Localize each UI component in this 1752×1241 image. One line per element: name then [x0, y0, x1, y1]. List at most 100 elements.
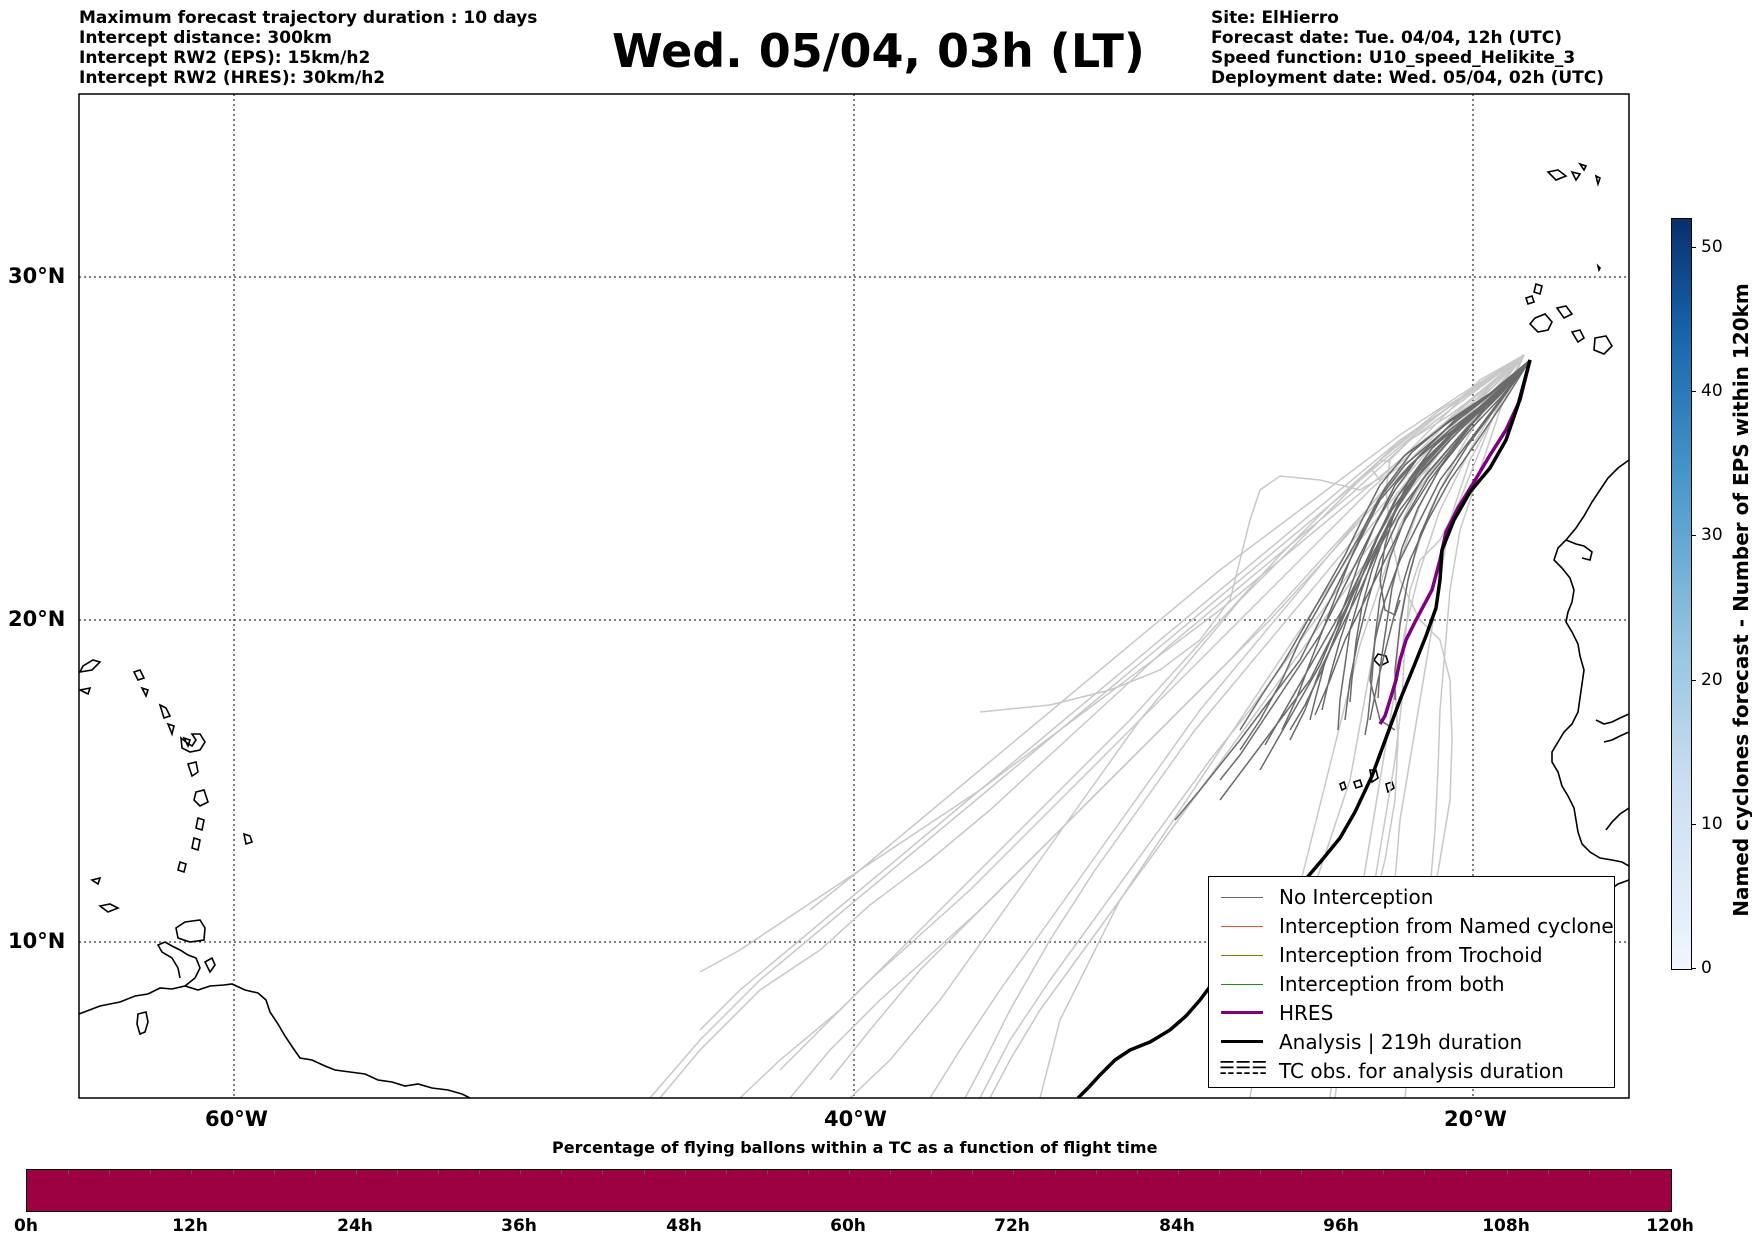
colorbar-minor-tick — [561, 1170, 563, 1175]
legend-swatch — [1221, 984, 1263, 985]
colorbar-minor-tick — [1013, 1170, 1015, 1175]
intercept-hres-text: Intercept RW2 (HRES): 30km/h2 — [79, 68, 386, 88]
lon-label-40w: 40°W — [824, 1107, 887, 1131]
flight-time-label: 48h — [666, 1216, 702, 1236]
header-right: Site: ElHierro Forecast date: Tue. 04/04… — [1211, 8, 1604, 88]
colorbar-minor-tick — [1301, 1170, 1303, 1175]
site-text: Site: ElHierro — [1211, 8, 1339, 28]
colorbar-minor-tick — [807, 1170, 809, 1175]
colorbar-minor-tick — [479, 1170, 481, 1175]
colorbar-tick — [1691, 391, 1696, 392]
lon-label-20w: 20°W — [1444, 1107, 1507, 1131]
colorbar-minor-tick — [1629, 1170, 1631, 1175]
coastlines — [79, 162, 1629, 1098]
legend-swatch — [1221, 1040, 1263, 1043]
colorbar-minor-tick — [1424, 1170, 1426, 1175]
colorbar-tick — [1691, 535, 1696, 536]
colorbar-minor-tick — [68, 1170, 70, 1175]
colorbar-tick-label: 10 — [1701, 814, 1723, 834]
legend-label: TC obs. for analysis duration — [1279, 1059, 1564, 1083]
legend-label: Interception from Named cyclone — [1279, 914, 1614, 938]
colorbar-minor-tick — [766, 1170, 768, 1175]
colorbar-minor-tick — [1547, 1170, 1549, 1175]
colorbar-minor-tick — [1506, 1170, 1508, 1175]
colorbar-tick-label: 50 — [1701, 237, 1723, 257]
colorbar-minor-tick — [684, 1170, 686, 1175]
colorbar-tick — [1691, 824, 1696, 825]
colorbar-tick-label: 30 — [1701, 525, 1723, 545]
colorbar-tick-label: 0 — [1701, 958, 1712, 978]
colorbar-minor-tick — [1054, 1170, 1056, 1175]
forecast-date-text: Forecast date: Tue. 04/04, 12h (UTC) — [1211, 28, 1562, 48]
colorbar-tick-label: 40 — [1701, 381, 1723, 401]
flight-time-colorbar — [26, 1169, 1672, 1212]
colorbar-tick — [1691, 680, 1696, 681]
eps-trajectories-no-interception — [1174, 359, 1531, 821]
hres-trajectory — [1378, 359, 1532, 725]
legend-swatch — [1221, 955, 1263, 956]
flight-time-label: 24h — [337, 1216, 373, 1236]
colorbar-minor-tick — [1177, 1170, 1179, 1175]
legend-swatch — [1221, 1011, 1263, 1014]
flight-time-label: 96h — [1323, 1216, 1359, 1236]
flight-time-label: 12h — [172, 1216, 208, 1236]
colorbar-minor-tick — [1260, 1170, 1261, 1175]
legend-label: HRES — [1279, 1001, 1334, 1025]
colorbar-minor-tick — [438, 1170, 439, 1175]
colorbar-minor-tick — [1218, 1170, 1220, 1175]
legend-label: Interception from both — [1279, 972, 1505, 996]
colorbar-minor-tick — [396, 1170, 398, 1175]
colorbar-minor-tick — [1095, 1170, 1097, 1175]
lat-label-30n: 30°N — [8, 264, 66, 288]
lat-label-20n: 20°N — [8, 607, 66, 631]
colorbar-minor-tick — [890, 1170, 892, 1175]
colorbar-minor-tick — [931, 1170, 933, 1175]
colorbar-minor-tick — [972, 1170, 974, 1175]
bottom-colorbar-title: Percentage of flying ballons within a TC… — [552, 1138, 1158, 1157]
colorbar-minor-tick — [109, 1170, 111, 1175]
eps-count-colorbar — [1671, 218, 1692, 970]
legend-label: No Interception — [1279, 885, 1434, 909]
map-frame — [78, 93, 1630, 1099]
page-title: Wed. 05/04, 03h (LT) — [612, 24, 1145, 78]
colorbar-minor-tick — [1383, 1170, 1385, 1175]
colorbar-minor-tick — [314, 1170, 316, 1175]
colorbar-minor-tick — [725, 1170, 727, 1175]
flight-time-label: 72h — [994, 1216, 1030, 1236]
flight-time-label: 36h — [501, 1216, 537, 1236]
legend-swatch — [1221, 926, 1263, 927]
map-legend: No Interception Interception from Named … — [1208, 876, 1615, 1088]
header-left: Maximum forecast trajectory duration : 1… — [79, 8, 537, 88]
flight-time-label: 0h — [14, 1216, 38, 1236]
analysis-trajectory — [1076, 359, 1532, 1098]
deployment-date-text: Deployment date: Wed. 05/04, 02h (UTC) — [1211, 68, 1605, 88]
speed-function-text: Speed function: U10_speed_Helikite_3 — [1211, 48, 1576, 68]
max-duration-text: Maximum forecast trajectory duration : 1… — [79, 8, 538, 28]
colorbar-minor-tick — [1588, 1170, 1590, 1175]
tc-symbol-icon: ☴☴☴ — [1219, 1058, 1268, 1079]
flight-time-label: 108h — [1482, 1216, 1530, 1236]
lat-label-10n: 10°N — [8, 929, 66, 953]
colorbar-tick — [1691, 968, 1696, 969]
colorbar-title: Named cyclones forecast - Number of EPS … — [1729, 283, 1752, 917]
flight-time-label: 84h — [1159, 1216, 1195, 1236]
legend-label: Interception from Trochoid — [1279, 943, 1543, 967]
flight-time-label: 120h — [1646, 1216, 1694, 1236]
colorbar-minor-tick — [191, 1170, 193, 1175]
colorbar-minor-tick — [1136, 1170, 1138, 1175]
colorbar-minor-tick — [232, 1170, 234, 1175]
intercept-distance-text: Intercept distance: 300km — [79, 28, 332, 48]
colorbar-minor-tick — [273, 1170, 275, 1175]
colorbar-minor-tick — [1465, 1170, 1467, 1175]
legend-label: Analysis | 219h duration — [1279, 1030, 1523, 1054]
colorbar-tick-label: 20 — [1701, 670, 1723, 690]
colorbar-minor-tick — [520, 1170, 522, 1175]
colorbar-minor-tick — [643, 1170, 645, 1175]
colorbar-minor-tick — [150, 1170, 152, 1175]
colorbar-minor-tick — [355, 1170, 357, 1175]
colorbar-minor-tick — [602, 1170, 604, 1175]
lon-label-60w: 60°W — [205, 1107, 268, 1131]
colorbar-tick — [1691, 247, 1696, 248]
colorbar-minor-tick — [1342, 1170, 1344, 1175]
intercept-eps-text: Intercept RW2 (EPS): 15km/h2 — [79, 48, 371, 68]
